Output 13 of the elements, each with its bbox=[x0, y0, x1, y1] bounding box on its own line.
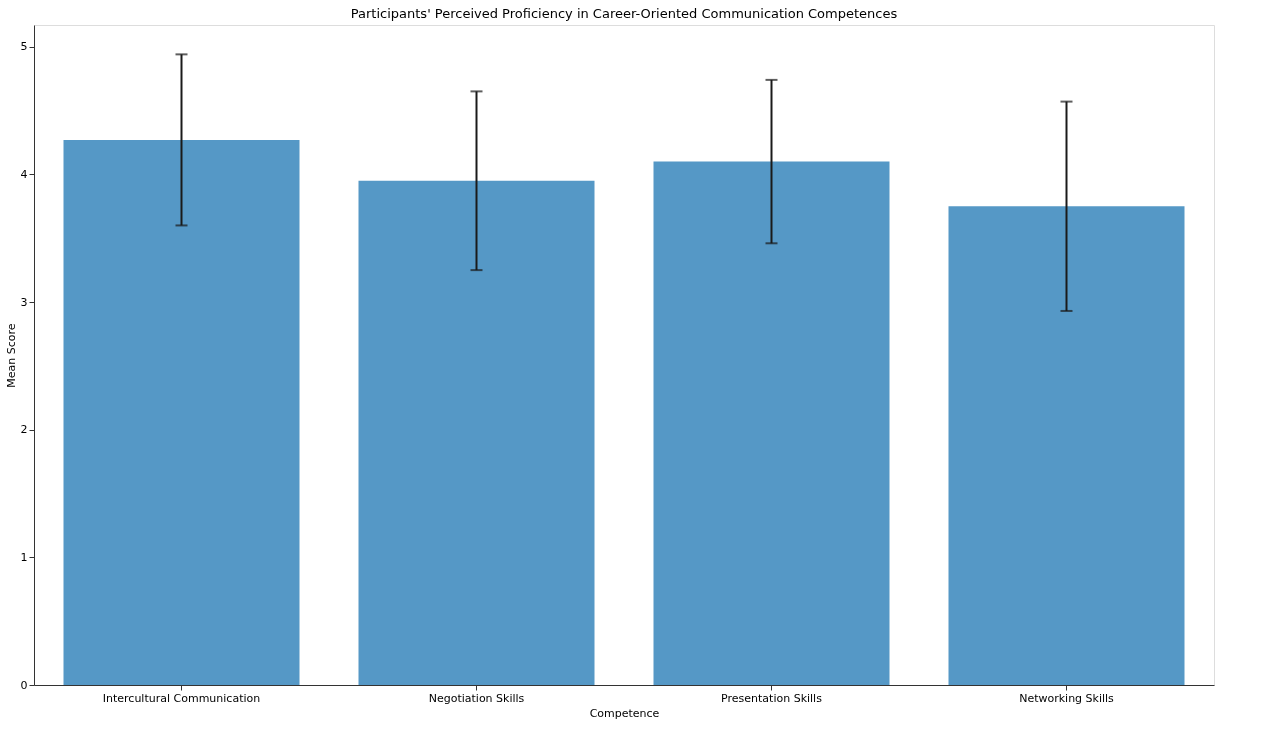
y-tick-label: 4 bbox=[20, 167, 28, 181]
x-axis-title: Competence bbox=[589, 706, 660, 720]
y-tick-label: 1 bbox=[20, 550, 28, 564]
x-tick-label: Presentation Skills bbox=[721, 691, 823, 705]
y-tick-label: 0 bbox=[20, 678, 28, 692]
chart-title: Participants' Perceived Proficiency in Career-Oriented Communication Competences bbox=[350, 6, 898, 21]
y-axis-title: Mean Score bbox=[4, 323, 18, 388]
x-tick-label: Intercultural Communication bbox=[102, 691, 261, 705]
x-tick-label: Negotiation Skills bbox=[428, 691, 525, 705]
y-tick-label: 3 bbox=[20, 295, 28, 309]
y-tick-label: 2 bbox=[20, 423, 28, 437]
x-tick-label: Networking Skills bbox=[1019, 691, 1115, 705]
y-tick-label: 5 bbox=[20, 40, 28, 54]
